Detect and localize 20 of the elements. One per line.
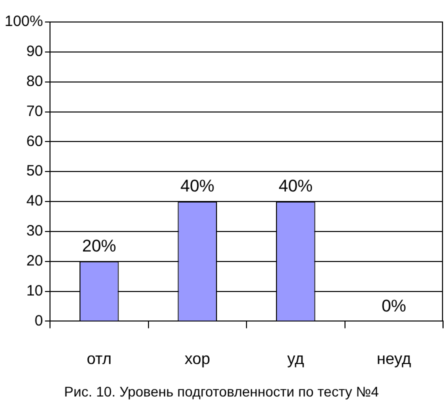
x-tick-label: уд [287, 351, 305, 368]
data-label: 40% [278, 176, 313, 196]
x-tick-label: отл [86, 351, 112, 368]
y-tick-label: 20 [26, 252, 43, 270]
x-tick-label: неуд [376, 351, 412, 368]
y-tick-label: 60 [26, 132, 43, 150]
y-tick-label: 80 [26, 72, 43, 90]
y-tick-label: 70 [26, 102, 43, 120]
x-tick-label: хор [184, 351, 210, 368]
y-tick-label: 90 [26, 43, 43, 60]
y-tick-label: 10 [26, 282, 43, 300]
y-tick-label: 50 [26, 162, 43, 180]
y-tick-label: 0 [34, 312, 43, 330]
y-tick-label: 30 [26, 222, 43, 240]
text: Рис. 10. Уровень подготовленности по тесту №4 [64, 383, 380, 400]
y-tick-label: 40 [26, 192, 43, 210]
data-label: 20% [82, 236, 116, 256]
data-label: 0% [382, 296, 406, 316]
y-tick-label: 100% [4, 13, 43, 30]
data-label: 40% [180, 176, 214, 196]
